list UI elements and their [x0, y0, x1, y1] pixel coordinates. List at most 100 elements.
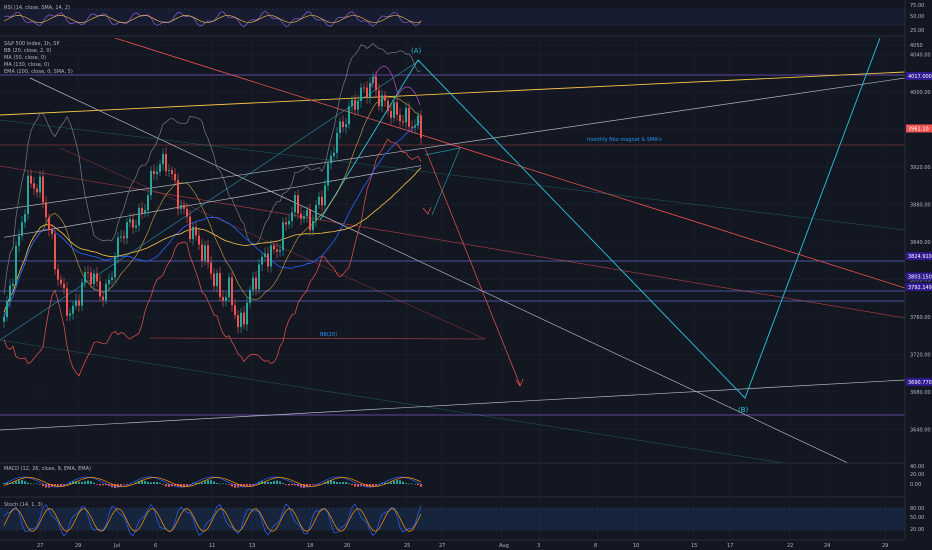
- macd-bar: [339, 482, 341, 484]
- candle-body: [390, 111, 392, 118]
- candle-body: [396, 102, 398, 115]
- candle-body: [177, 180, 179, 210]
- candle-body: [141, 207, 143, 213]
- macd-bar: [417, 484, 419, 486]
- candle-body: [318, 196, 320, 206]
- macd-bar: [327, 480, 329, 484]
- macd-bar: [201, 482, 203, 484]
- candle-body: [150, 170, 152, 196]
- indicator-label-1: MA (50, close, 0): [4, 55, 46, 61]
- macd-bar: [303, 484, 305, 488]
- candle-body: [129, 219, 131, 223]
- candle-body: [315, 205, 317, 221]
- macd-bar: [354, 484, 356, 487]
- stoch-k-line: [3, 503, 422, 537]
- time-tick-8: 25: [404, 543, 410, 549]
- macd-bar: [234, 484, 236, 488]
- candle-body: [93, 273, 95, 285]
- ma-50-line: [3, 120, 422, 318]
- price-tick-9: 3720.00: [910, 353, 931, 359]
- red-arrow-head: [515, 378, 524, 387]
- candle-body: [360, 87, 362, 102]
- macd-bar: [231, 484, 233, 487]
- candle-body: [258, 264, 260, 290]
- candle-body: [51, 229, 53, 234]
- price-panel: (A) (B) monthly fibo-magnet & SMA's BB(2…: [0, 38, 905, 463]
- channel-teal-upper: [0, 119, 905, 231]
- price-badge-4: [906, 377, 932, 386]
- candle-body: [294, 195, 296, 213]
- candle-body: [114, 257, 116, 278]
- candle-body: [84, 272, 86, 283]
- macd-bar: [261, 481, 263, 484]
- macd-bar: [36, 483, 38, 485]
- time-axis[interactable]: 27 29 Jul 6 11 13 18 20 25 27 Aug 3 8 10 15 17 22 24 29: [0, 539, 905, 549]
- candle-body: [249, 289, 251, 303]
- macd-bar: [126, 484, 128, 485]
- pink-line: [59, 147, 486, 340]
- trendline-white-down: [29, 77, 849, 463]
- macd-bar: [288, 484, 290, 486]
- time-tick-1: 29: [75, 543, 81, 549]
- short-projection: [424, 147, 461, 216]
- candle-body: [21, 222, 23, 236]
- candle-body: [111, 277, 113, 280]
- candle-body: [417, 115, 419, 126]
- macd-bar: [249, 484, 251, 487]
- candle-body: [240, 312, 242, 328]
- candle-body: [372, 76, 374, 84]
- candle-body: [381, 95, 383, 107]
- candle-body: [99, 281, 101, 297]
- candle-body: [60, 279, 62, 284]
- candle-body: [369, 83, 371, 98]
- candle-body: [105, 283, 107, 301]
- price-tick-6: 3840.00: [910, 240, 931, 246]
- candle-body: [12, 283, 14, 286]
- candle-body: [57, 269, 59, 280]
- macd-bar: [258, 482, 260, 484]
- candle-body: [399, 114, 401, 122]
- candle-body: [156, 171, 158, 175]
- candle-body: [261, 256, 263, 265]
- price-badge-text-1: 3824.910: [908, 254, 932, 260]
- candle-body: [189, 216, 191, 240]
- candle-body: [27, 175, 29, 214]
- candle-body: [180, 205, 182, 210]
- candle-body: [282, 222, 284, 251]
- macd-bar: [72, 481, 74, 484]
- symbol-title: S&P 500 Index, 1h, SP: [4, 41, 59, 47]
- macd-bar: [57, 484, 59, 486]
- stoch-label: Stoch (14, 1, 3): [4, 502, 43, 508]
- macd-bar: [81, 481, 83, 484]
- candle-body: [276, 249, 278, 252]
- macd-bar: [87, 480, 89, 484]
- macd-bar: [90, 481, 92, 484]
- candle-body: [165, 154, 167, 172]
- macd-bar: [267, 481, 269, 484]
- candle-body: [36, 188, 38, 193]
- macd-bar: [291, 484, 293, 486]
- candle-body: [309, 210, 311, 231]
- candle-body: [210, 262, 212, 274]
- candle-body: [324, 185, 326, 206]
- candle-body: [108, 279, 110, 284]
- macd-bar: [399, 480, 401, 484]
- time-tick-14: 15: [691, 543, 697, 549]
- candle-body: [69, 313, 71, 316]
- candle-body: [228, 277, 230, 298]
- candle-body: [186, 208, 188, 217]
- wave-b-label: (B): [738, 406, 749, 414]
- candle-body: [123, 236, 125, 239]
- candle-body: [273, 245, 275, 250]
- time-tick-18: 29: [882, 543, 888, 549]
- macd-bar: [207, 480, 209, 484]
- candle-body: [81, 282, 83, 306]
- candle-body: [72, 305, 74, 314]
- macd-bar: [15, 481, 17, 484]
- price-axis[interactable]: 40504040.004000.003960.003920.003880.003…: [904, 0, 932, 540]
- macd-bar: [129, 484, 131, 485]
- macd-bar: [162, 484, 164, 485]
- macd-bar: [144, 480, 146, 484]
- macd-bar: [348, 483, 350, 484]
